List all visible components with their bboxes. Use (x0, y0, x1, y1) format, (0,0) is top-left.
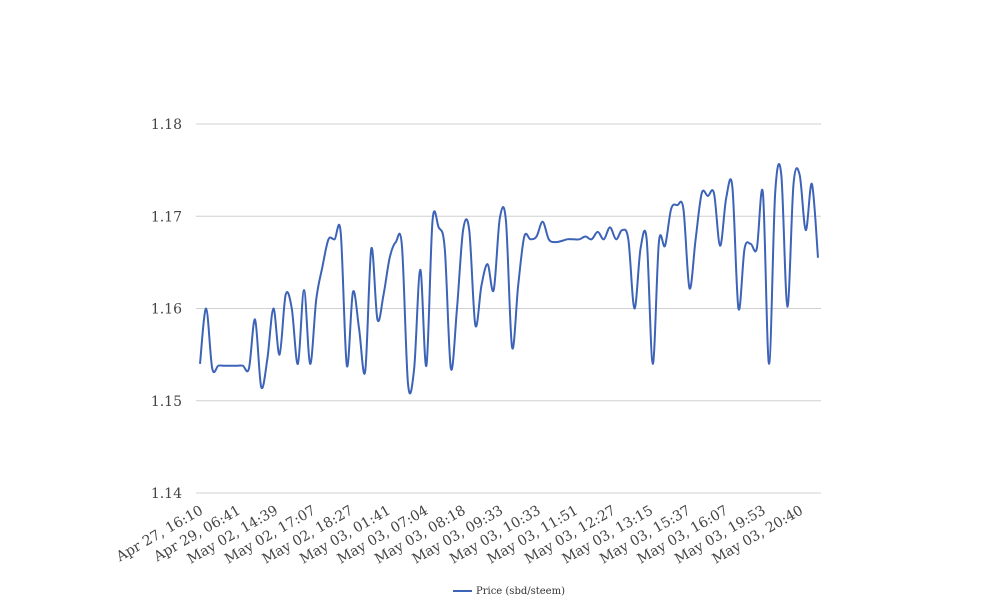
y-tick-label: 1.16 (151, 302, 182, 318)
y-tick-label: 1.15 (151, 394, 182, 410)
y-axis-ticks: 1.14 1.15 1.16 1.17 1.18 (151, 117, 182, 502)
series-layer (199, 162, 819, 395)
y-tick-label: 1.14 (151, 486, 182, 502)
series-line (199, 162, 819, 395)
legend: Price (sbd/steem) (453, 586, 565, 597)
y-tick-label: 1.17 (151, 209, 182, 225)
grid-lines (196, 123, 821, 494)
legend-label: Price (sbd/steem) (476, 586, 565, 597)
y-tick-label: 1.18 (151, 117, 182, 133)
